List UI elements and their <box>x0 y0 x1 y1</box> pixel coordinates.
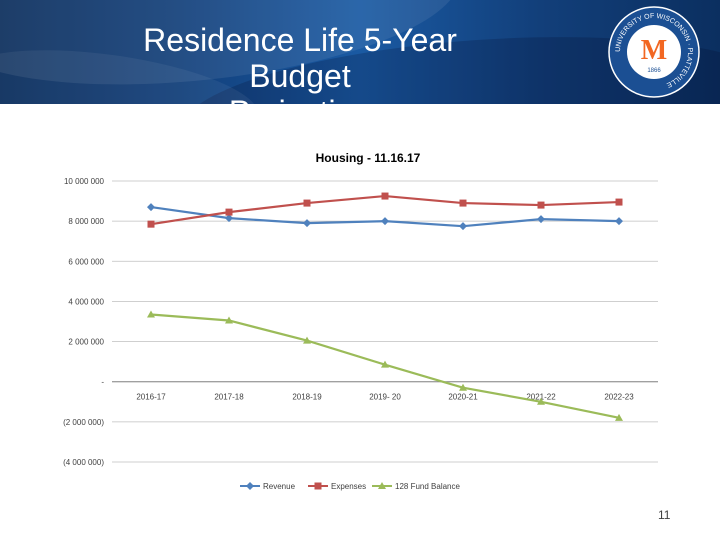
series-expenses <box>147 192 623 228</box>
series-revenue <box>147 203 623 231</box>
x-tick-label: 2018-19 <box>292 393 322 402</box>
chart-series <box>147 192 623 421</box>
data-point-marker <box>615 217 623 226</box>
x-tick-label: 2021-22 <box>526 393 556 402</box>
legend-label: Revenue <box>263 482 296 491</box>
x-tick-label: 2020-21 <box>448 393 478 402</box>
x-axis-tick-labels: 2016-17 2017-18 2018-19 2019- 20 2020-21 2021… <box>136 393 634 402</box>
data-point-marker <box>381 192 389 200</box>
y-tick-label: 2 000 000 <box>68 338 104 347</box>
x-tick-label: 2016-17 <box>136 393 166 402</box>
y-axis-tick-labels: 10 000 000 8 000 000 6 000 000 4 000 000 2 0… <box>63 177 104 467</box>
data-point-marker <box>225 214 233 223</box>
data-point-marker <box>303 219 311 228</box>
y-tick-label: (2 000 000) <box>63 418 104 427</box>
data-point-marker <box>615 198 623 206</box>
page-number: 11 <box>658 508 671 522</box>
x-tick-label: 2017-18 <box>214 393 244 402</box>
data-point-marker <box>537 201 545 209</box>
legend-item: Expenses <box>308 482 366 491</box>
data-point-marker <box>225 208 233 216</box>
legend-label: 128 Fund Balance <box>395 482 460 491</box>
data-point-marker <box>225 316 233 324</box>
data-point-marker <box>246 482 254 490</box>
data-point-marker <box>147 220 155 228</box>
seal-year: 1866 <box>647 68 661 74</box>
data-point-marker <box>147 310 155 318</box>
legend-item: Revenue <box>240 482 296 491</box>
y-tick-label: 10 000 000 <box>64 177 105 186</box>
legend-item: 128 Fund Balance <box>372 482 460 491</box>
data-point-marker <box>378 482 386 489</box>
data-point-marker <box>459 199 467 207</box>
data-point-marker <box>615 413 623 421</box>
data-point-marker <box>314 482 322 490</box>
legend-label: Expenses <box>331 482 366 491</box>
seal-letter: M <box>641 35 667 66</box>
x-tick-label: 2022-23 <box>604 393 634 402</box>
chart-title: Housing - 11.16.17 <box>316 151 421 165</box>
series-128-fund-balance <box>147 310 623 421</box>
data-point-marker <box>459 222 467 231</box>
y-tick-label: 4 000 000 <box>68 297 104 306</box>
y-tick-label: (4 000 000) <box>63 458 104 467</box>
data-point-marker <box>381 360 389 368</box>
y-tick-label: 6 000 000 <box>68 257 104 266</box>
data-point-marker <box>537 215 545 224</box>
seal-inner-circle <box>627 25 681 79</box>
data-point-marker <box>303 199 311 207</box>
y-tick-label: 8 000 000 <box>68 217 104 226</box>
x-tick-label: 2019- 20 <box>369 393 401 402</box>
data-point-marker <box>381 217 389 226</box>
slide-title: Residence Life 5-Year Budget Projection <box>143 22 457 130</box>
data-point-marker <box>147 203 155 212</box>
header-banner <box>0 0 720 104</box>
data-point-marker <box>537 397 545 405</box>
y-tick-label: - <box>101 378 104 387</box>
data-point-marker <box>459 383 467 391</box>
chart-legend: Revenue Expenses 128 Fund Balance <box>240 482 460 491</box>
university-seal-logo: UNIVERSITY OF WISCONSIN · PLATTEVILLE M … <box>608 6 700 98</box>
data-point-marker <box>303 336 311 344</box>
